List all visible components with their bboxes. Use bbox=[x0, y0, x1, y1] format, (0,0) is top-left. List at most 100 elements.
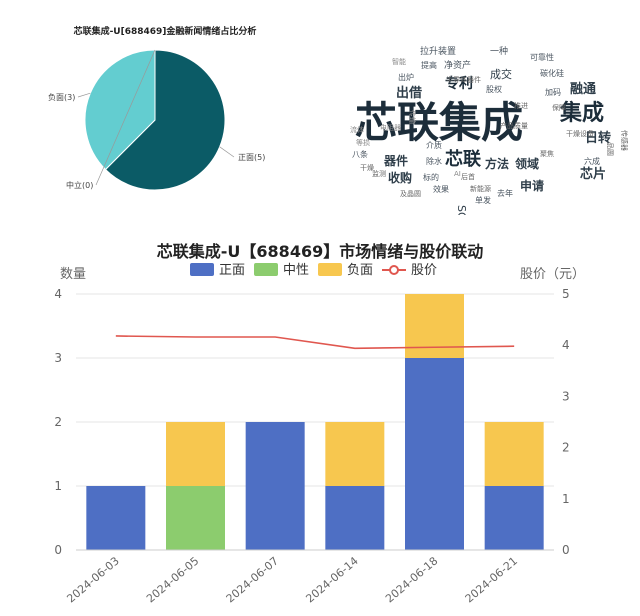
word-cloud-word: 半导体器件 bbox=[446, 75, 481, 84]
word-cloud-word: 器件 bbox=[383, 153, 408, 168]
bar-负面 bbox=[484, 422, 544, 486]
word-cloud-word: 方法 bbox=[485, 156, 509, 171]
bar-负面 bbox=[405, 294, 464, 358]
word-cloud-word: 申请 bbox=[520, 178, 544, 193]
legend-label-负面: 负面 bbox=[347, 263, 373, 278]
y-tick-right: 2 bbox=[562, 441, 570, 455]
bar-正面 bbox=[484, 486, 544, 550]
y-tick-left: 1 bbox=[54, 479, 62, 493]
word-cloud-word: 干燥 bbox=[360, 163, 374, 172]
y-tick-left: 3 bbox=[54, 351, 62, 365]
word-cloud-word: 芯联 bbox=[445, 148, 481, 170]
word-cloud-word: 提高 bbox=[421, 60, 437, 70]
pie-chart-title: 芯联集成-U[688469]金融新闻情绪占比分析 bbox=[73, 27, 257, 37]
pie-leader-line bbox=[77, 92, 91, 98]
word-cloud-word: 出炉 bbox=[398, 72, 414, 82]
word-cloud-word: 芯联集成 bbox=[355, 98, 523, 147]
word-cloud-word: 六成 bbox=[584, 156, 600, 166]
pie-slice-label: 负面(3) bbox=[48, 92, 75, 102]
word-cloud-word: SOI bbox=[455, 205, 468, 215]
y-axis-label-left: 数量 bbox=[60, 267, 86, 282]
word-cloud-word: 及晶圆 bbox=[400, 190, 421, 198]
word-cloud-word: 介质 bbox=[426, 140, 442, 150]
word-cloud-word: 聚焦 bbox=[540, 149, 554, 158]
word-cloud-word: 除水 bbox=[426, 156, 442, 166]
legend-label-正面: 正面 bbox=[219, 263, 245, 278]
word-cloud-word: 后首 bbox=[461, 172, 475, 181]
word-cloud-word: 去年 bbox=[497, 188, 513, 198]
sentiment-price-chart: 数量 股价（元） 0 1 2 3 4 0 1 2 3 4 5 2024-06-03 2024-06-05 20… bbox=[54, 263, 585, 605]
word-cloud-word: 专利 bbox=[445, 75, 473, 92]
word-cloud-word: 碳化硅 bbox=[540, 68, 564, 78]
word-cloud-word: 收购 bbox=[388, 170, 412, 185]
word-cloud-word: 电阻器 bbox=[380, 123, 401, 132]
word-cloud-word: 保障 bbox=[552, 103, 566, 112]
word-cloud-word: 股权 bbox=[486, 84, 502, 94]
legend-swatch-中性 bbox=[254, 263, 278, 276]
bar-负面 bbox=[166, 422, 225, 486]
word-cloud-word: 八条 bbox=[352, 149, 368, 159]
word-cloud-word: 装置 bbox=[438, 45, 456, 57]
word-cloud-word: 传输 bbox=[408, 110, 417, 124]
y-tick-left: 4 bbox=[54, 287, 62, 301]
word-cloud-word: 一种 bbox=[490, 45, 508, 57]
y-tick-right: 0 bbox=[562, 543, 570, 557]
word-cloud-word: AI bbox=[454, 170, 461, 178]
bar-正面 bbox=[325, 486, 385, 550]
word-cloud-word: 集成 bbox=[559, 100, 604, 126]
bar-负面 bbox=[325, 422, 385, 486]
word-cloud-word: 加码 bbox=[545, 87, 561, 97]
word-cloud-word: 监测 bbox=[372, 169, 386, 178]
y-axis-label-right: 股价（元） bbox=[520, 267, 585, 282]
word-cloud-word: 净资产 bbox=[444, 59, 471, 71]
x-tick-label: 2024-06-18 bbox=[383, 554, 440, 605]
word-cloud-word: 融通 bbox=[570, 81, 596, 97]
x-tick-label: 2024-06-03 bbox=[64, 554, 121, 605]
word-cloud-word: 成交 bbox=[490, 67, 512, 81]
word-cloud-word: 芯片 bbox=[580, 166, 606, 182]
x-tick-label: 2024-06-14 bbox=[303, 554, 360, 605]
legend-marker-股价 bbox=[389, 265, 399, 275]
y-tick-right: 4 bbox=[562, 338, 570, 352]
pie-slice-label: 正面(5) bbox=[238, 153, 265, 162]
pie-slice bbox=[84, 49, 156, 171]
word-cloud-word: 效果 bbox=[433, 184, 449, 194]
pie-leader-line bbox=[219, 146, 235, 158]
word-cloud-word: 传感器 bbox=[620, 130, 629, 151]
word-cloud-word: 智能 bbox=[392, 57, 406, 66]
word-cloud-word: 等损 bbox=[356, 138, 370, 147]
legend-swatch-负面 bbox=[318, 263, 342, 276]
bar-正面 bbox=[86, 486, 146, 550]
legend-label-中性: 中性 bbox=[283, 263, 309, 278]
price-line bbox=[115, 335, 515, 350]
bar-正面 bbox=[405, 358, 464, 550]
word-cloud-word: 推进 bbox=[514, 101, 528, 110]
word-cloud-word: 可靠性 bbox=[530, 52, 554, 62]
word-cloud-word: 新能源 bbox=[470, 184, 491, 193]
main-chart-title: 芯联集成-U【688469】市场情绪与股价联动 bbox=[156, 242, 484, 261]
legend-label-股价: 股价 bbox=[411, 263, 437, 278]
sentiment-pie-chart: 正面(5) 负面(3) 中立(0) bbox=[48, 49, 265, 191]
word-cloud-word: 单发 bbox=[475, 195, 491, 205]
x-tick-label: 2024-06-07 bbox=[224, 554, 281, 605]
word-cloud-word: 品圆 bbox=[606, 142, 614, 156]
y-tick-left: 0 bbox=[54, 543, 62, 557]
word-cloud-word: 领域 bbox=[515, 156, 539, 171]
y-tick-right: 5 bbox=[562, 287, 570, 301]
pie-leader-line bbox=[95, 49, 156, 186]
word-cloud-word: 产品质量 bbox=[500, 121, 528, 130]
x-tick-label: 2024-06-05 bbox=[144, 554, 201, 605]
bar-中性 bbox=[166, 486, 225, 550]
legend-swatch-正面 bbox=[190, 263, 214, 276]
bar-正面 bbox=[245, 422, 305, 550]
word-cloud-word: 干燥设备 bbox=[566, 129, 594, 138]
y-tick-left: 2 bbox=[54, 415, 62, 429]
y-tick-right: 1 bbox=[562, 492, 570, 506]
y-tick-right: 3 bbox=[562, 389, 570, 403]
word-cloud-word: 拉升 bbox=[420, 45, 438, 57]
x-tick-label: 2024-06-21 bbox=[463, 554, 520, 605]
word-cloud-word: 出借 bbox=[396, 85, 422, 101]
pie-slice-label: 中立(0) bbox=[66, 180, 93, 190]
word-cloud-word: 流体 bbox=[350, 125, 364, 134]
